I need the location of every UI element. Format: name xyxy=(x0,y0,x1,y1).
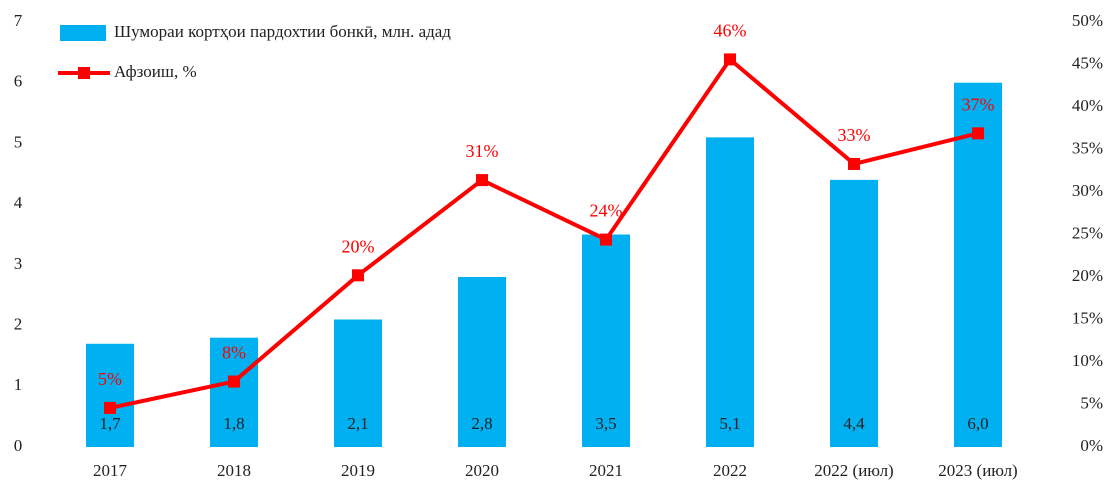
y-tick-label: 1 xyxy=(14,375,23,394)
line-value-label: 46% xyxy=(714,21,747,41)
y-tick-label: 4 xyxy=(14,193,23,212)
y2-tick-label: 10% xyxy=(1072,351,1103,370)
y2-tick-label: 35% xyxy=(1072,138,1103,157)
x-tick-label: 2019 xyxy=(341,461,375,480)
y2-tick-label: 20% xyxy=(1072,266,1103,285)
bar xyxy=(210,337,258,447)
line-value-label: 31% xyxy=(466,141,499,161)
y2-tick-label: 45% xyxy=(1072,53,1103,72)
bar xyxy=(458,277,506,447)
x-tick-label: 2022 (июл) xyxy=(814,461,893,480)
bar xyxy=(582,234,630,447)
y-tick-label: 7 xyxy=(14,11,23,30)
line-value-label: 37% xyxy=(962,94,995,114)
x-tick-label: 2017 xyxy=(93,461,128,480)
line-marker xyxy=(600,233,612,246)
x-tick-label: 2020 xyxy=(465,461,499,480)
line-marker xyxy=(228,375,240,388)
legend-swatch xyxy=(78,67,90,79)
y2-tick-label: 25% xyxy=(1072,223,1103,242)
line-value-label: 20% xyxy=(342,236,375,256)
y2-tick-label: 0% xyxy=(1080,436,1103,455)
line-marker xyxy=(476,174,488,187)
line-marker xyxy=(352,269,364,282)
bar-value-label: 1,8 xyxy=(223,414,244,433)
line-value-label: 24% xyxy=(590,201,623,221)
bar xyxy=(706,137,754,447)
y-tick-label: 5 xyxy=(14,132,23,151)
bar-value-label: 6,0 xyxy=(967,414,988,433)
y2-tick-label: 15% xyxy=(1072,308,1103,327)
bar xyxy=(86,343,134,447)
y2-tick-label: 40% xyxy=(1072,96,1103,115)
bar xyxy=(954,82,1002,447)
y2-tick-label: 50% xyxy=(1072,11,1103,30)
x-tick-label: 2023 (июл) xyxy=(938,461,1017,480)
y-tick-label: 3 xyxy=(14,254,23,273)
line xyxy=(109,56,979,410)
y-tick-label: 0 xyxy=(14,436,23,455)
line-marker xyxy=(104,401,116,414)
line-value-label: 8% xyxy=(222,343,246,363)
line-value-label: 5% xyxy=(98,369,122,389)
y-tick-label: 2 xyxy=(14,314,23,333)
x-tick-label: 2021 xyxy=(589,461,623,480)
y2-tick-label: 5% xyxy=(1080,393,1103,412)
bar-value-label: 2,8 xyxy=(471,414,492,433)
x-tick-label: 2022 xyxy=(713,461,747,480)
line-marker xyxy=(724,53,736,66)
bar-value-label: 1,7 xyxy=(99,414,121,433)
legend-swatch xyxy=(60,25,106,41)
bar-value-label: 2,1 xyxy=(347,414,368,433)
bar-value-label: 4,4 xyxy=(843,414,865,433)
line-marker xyxy=(848,157,860,170)
legend-label: Афзоиш, % xyxy=(114,62,197,81)
x-tick-label: 2018 xyxy=(217,461,251,480)
line-value-label: 33% xyxy=(838,125,871,145)
y2-tick-label: 30% xyxy=(1072,181,1103,200)
bar-value-label: 5,1 xyxy=(719,414,740,433)
line-marker xyxy=(972,127,984,140)
bar xyxy=(830,179,878,447)
bar xyxy=(334,319,382,447)
y-tick-label: 6 xyxy=(14,72,23,91)
bar-value-label: 3,5 xyxy=(595,414,616,433)
legend-label: Шумораи кортҳои пардохтии бонкӣ, млн. ад… xyxy=(114,22,451,41)
